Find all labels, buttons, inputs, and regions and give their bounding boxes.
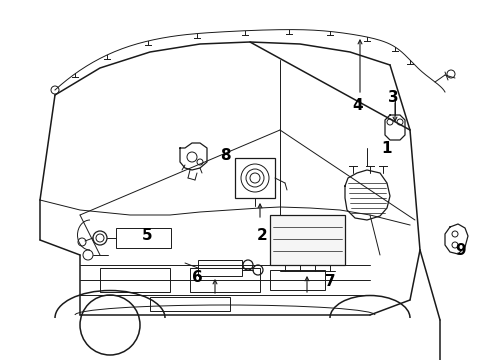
- Text: 2: 2: [256, 228, 267, 243]
- Text: 3: 3: [387, 90, 398, 104]
- Text: 9: 9: [455, 243, 466, 257]
- Text: 4: 4: [352, 98, 363, 113]
- Bar: [150, 297, 229, 311]
- Text: 7: 7: [324, 274, 335, 289]
- Bar: [190, 268, 260, 292]
- Text: 5: 5: [142, 228, 152, 243]
- Bar: [269, 215, 345, 265]
- Text: 1: 1: [381, 140, 391, 156]
- Bar: [116, 228, 171, 248]
- Bar: [269, 270, 325, 290]
- Bar: [100, 268, 170, 292]
- Text: 8: 8: [219, 148, 230, 162]
- Text: 6: 6: [191, 270, 202, 285]
- Bar: [235, 158, 274, 198]
- Bar: [198, 260, 242, 276]
